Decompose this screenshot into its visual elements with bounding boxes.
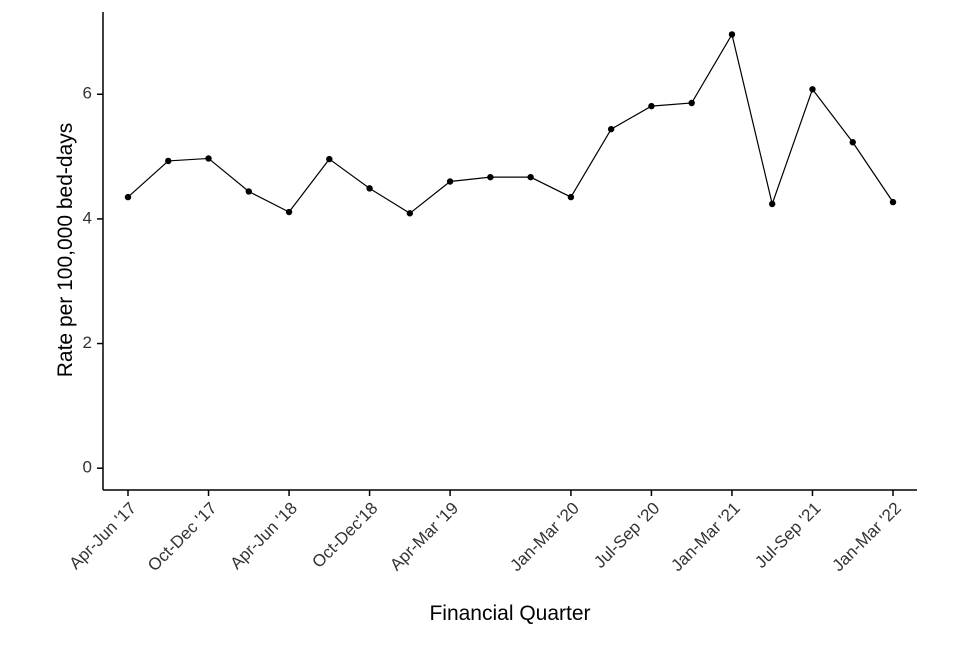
y-axis-title: Rate per 100,000 bed-days	[54, 123, 77, 378]
data-point	[849, 139, 856, 146]
y-tick-label: 6	[83, 84, 92, 103]
data-point	[809, 86, 816, 93]
y-tick-label: 4	[83, 208, 92, 227]
x-tick-label: Oct-Dec '17	[144, 499, 221, 576]
data-point	[366, 185, 373, 192]
x-tick-label: Apr-Mar '19	[386, 499, 462, 575]
x-tick-label: Apr-Jun '18	[227, 499, 302, 574]
x-tick-label: Jan-Mar '20	[506, 499, 583, 576]
data-point	[245, 188, 252, 195]
y-tick-label: 2	[83, 333, 92, 352]
x-tick-label: Jul-Sep '20	[590, 499, 663, 572]
data-point	[124, 193, 132, 201]
data-point	[607, 125, 615, 133]
x-tick-label: Jul-Sep '21	[751, 499, 824, 572]
data-point	[487, 173, 494, 181]
x-tick-label: Apr-Jun '17	[65, 499, 140, 574]
x-tick-label: Jan-Mar '21	[667, 499, 744, 576]
data-point	[285, 208, 293, 216]
data-point	[648, 102, 655, 110]
y-tick-label: 0	[83, 458, 92, 477]
data-point	[728, 31, 736, 38]
data-point	[688, 99, 695, 107]
data-point	[567, 193, 575, 201]
x-axis-title: Financial Quarter	[429, 602, 590, 625]
data-point	[527, 173, 534, 181]
data-point	[165, 157, 172, 165]
data-point	[326, 155, 333, 163]
x-tick-label: Jan-Mar '22	[828, 499, 905, 576]
data-point	[406, 210, 414, 217]
data-point	[889, 198, 897, 206]
x-tick-label: Oct-Dec'18	[308, 499, 381, 572]
data-line	[127, 32, 894, 215]
data-point	[205, 155, 212, 162]
data-point	[446, 178, 454, 185]
data-point	[769, 200, 776, 208]
